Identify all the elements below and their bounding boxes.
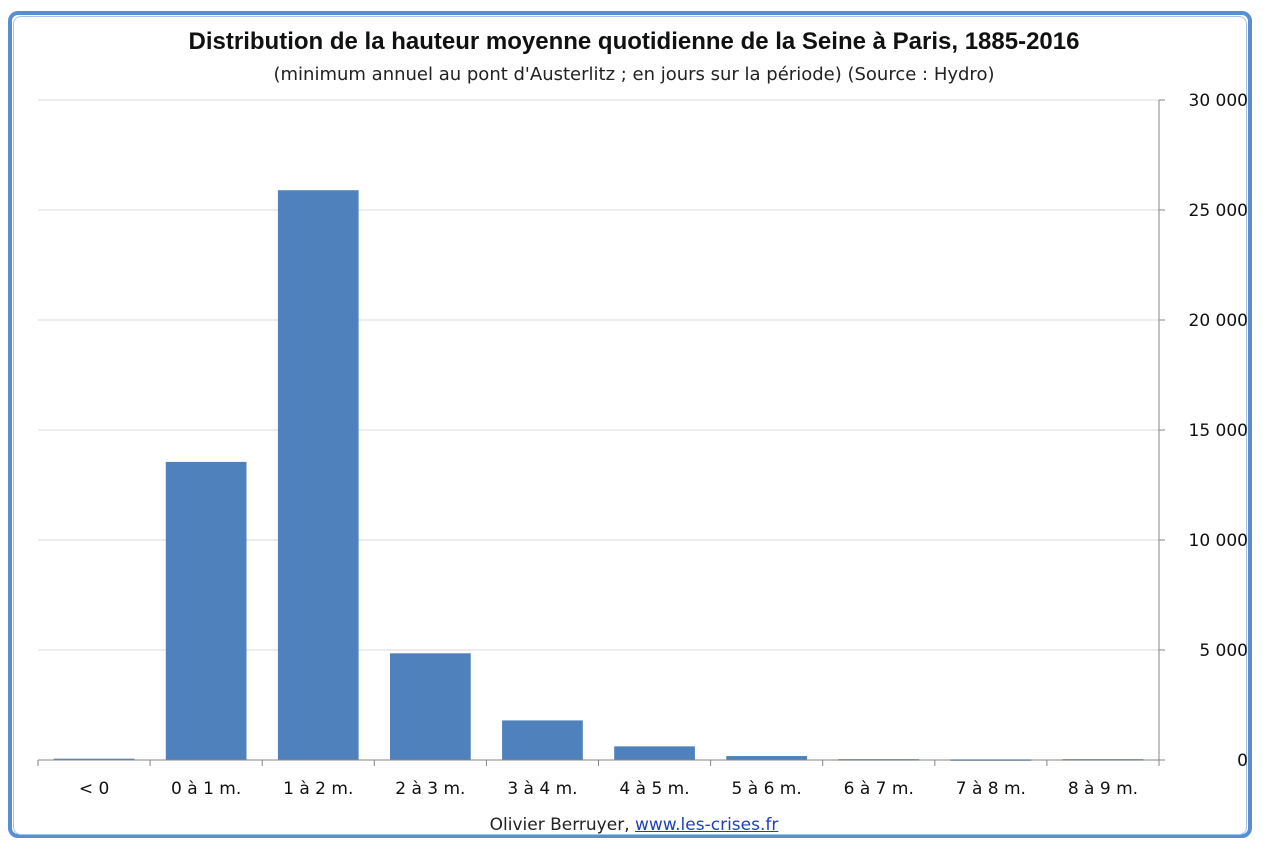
chart-subtitle: (minimum annuel au pont d'Austerlitz ; e… xyxy=(273,64,995,85)
bar xyxy=(53,758,135,761)
x-tick-labels: < 0 0 à 1 m. 1 à 2 m. 2 à 3 m. 3 à 4 m. 4 à 5… xyxy=(79,779,1138,799)
y-tick-label: 10 000 xyxy=(1189,531,1248,551)
y-tick-label: 30 000 xyxy=(1189,91,1248,111)
bars xyxy=(53,190,1144,761)
chart-title: Distribution de la hauteur moyenne quoti… xyxy=(188,28,1080,55)
y-tick-label: 20 000 xyxy=(1189,311,1248,331)
bar xyxy=(502,720,583,760)
x-tick-label: 7 à 8 m. xyxy=(956,779,1026,799)
x-tick-label: < 0 xyxy=(79,779,109,799)
gridlines xyxy=(38,99,1159,651)
chart-footer: Olivier Berruyer, www.les-crises.fr xyxy=(0,815,1268,835)
axes xyxy=(37,99,1165,766)
y-tick-label: 25 000 xyxy=(1189,201,1248,221)
bar xyxy=(277,190,359,760)
x-tick-label: 2 à 3 m. xyxy=(395,779,465,799)
x-tick-label: 1 à 2 m. xyxy=(283,779,353,799)
x-tick-label: 0 à 1 m. xyxy=(171,779,241,799)
x-tick-label: 3 à 4 m. xyxy=(507,779,577,799)
x-tick-label: 6 à 7 m. xyxy=(844,779,914,799)
x-tick-label: 5 à 6 m. xyxy=(732,779,802,799)
y-tick-labels: 0 5 000 10 000 15 000 20 000 25 000 30 000 xyxy=(1189,91,1248,771)
bar xyxy=(165,461,247,760)
y-tick-label: 5 000 xyxy=(1199,641,1248,661)
y-tick-label: 0 xyxy=(1237,751,1248,771)
y-tick-label: 15 000 xyxy=(1189,421,1248,441)
x-tick-label: 8 à 9 m. xyxy=(1068,779,1138,799)
x-tick-label: 4 à 5 m. xyxy=(619,779,689,799)
bar xyxy=(614,746,695,760)
footer-link[interactable]: www.les-crises.fr xyxy=(635,815,779,835)
bar xyxy=(726,756,808,760)
footer-author: Olivier Berruyer, xyxy=(489,815,630,835)
bar xyxy=(389,653,471,760)
